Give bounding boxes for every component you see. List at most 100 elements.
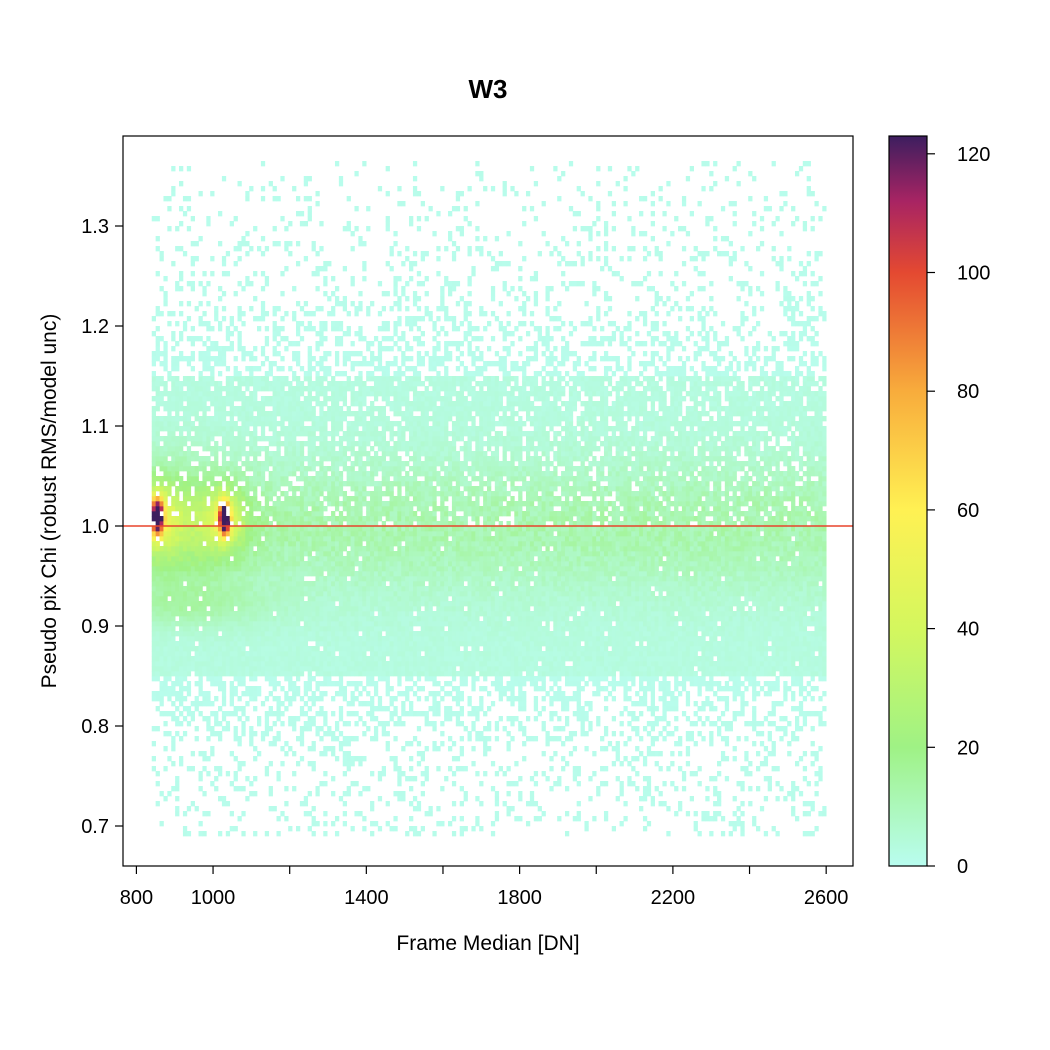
heatmap-cell [272,661,277,667]
heatmap-cell [327,666,332,672]
heatmap-cell [295,601,301,607]
heatmap-cell [198,336,203,342]
heatmap-cell [295,716,301,722]
heatmap-cell [327,431,332,437]
heatmap-cell [190,646,195,652]
heatmap-cell [167,516,172,522]
heatmap-cell [354,611,359,617]
heatmap-cell [362,266,367,272]
heatmap-cell [327,601,332,607]
heatmap-cell [159,616,164,622]
heatmap-cell [354,556,359,562]
heatmap-cell [358,561,363,567]
heatmap-cell [381,641,386,647]
heatmap-cell [366,641,371,647]
heatmap-cell [377,586,383,592]
heatmap-cell [307,651,312,657]
heatmap-cell [303,541,309,547]
heatmap-cell [358,566,363,572]
heatmap-cell [342,791,348,797]
heatmap-cell [323,431,328,437]
heatmap-cell [331,596,336,602]
heatmap-cell [268,536,273,542]
heatmap-cell [237,411,242,417]
heatmap-cell [385,516,390,522]
heatmap-cell [198,651,203,657]
heatmap-cell [253,471,258,477]
heatmap-cell [225,576,231,582]
heatmap-cell [190,501,195,507]
heatmap-cell [233,536,238,542]
heatmap-cell [397,306,402,312]
heatmap-cell [276,511,281,517]
heatmap-cell [210,631,215,637]
heatmap-cell [358,526,363,532]
heatmap-cell [233,686,238,692]
heatmap-cell [171,746,176,752]
heatmap-cell [175,551,180,557]
heatmap-cell [190,601,195,607]
heatmap-cell [338,546,344,552]
heatmap-cell [241,596,246,602]
heatmap-cell [272,601,277,607]
heatmap-cell [253,521,258,527]
heatmap-cell [412,396,418,402]
heatmap-cell [155,306,160,312]
heatmap-cell [292,371,297,377]
heatmap-cell [299,736,305,742]
heatmap-cell [397,321,402,327]
heatmap-cell [358,391,363,397]
heatmap-cell [186,626,192,632]
heatmap-cell [225,556,231,562]
heatmap-cell [377,721,383,727]
heatmap-cell [338,741,344,747]
heatmap-cell [370,446,375,452]
heatmap-cell [245,381,250,387]
heatmap-cell [409,786,414,792]
heatmap-cell [151,651,156,657]
heatmap-cell [350,411,355,417]
heatmap-cell [346,356,351,362]
heatmap-cell [307,666,312,672]
heatmap-cell [210,426,215,432]
heatmap-cell [284,336,289,342]
heatmap-cell [342,601,348,607]
heatmap-cell [319,596,324,602]
heatmap-cell [182,586,188,592]
heatmap-cell [416,561,422,567]
heatmap-cell [171,611,176,617]
heatmap-cell [377,601,383,607]
heatmap-cell [409,631,414,637]
heatmap-cell [412,571,418,577]
heatmap-cell [198,671,203,677]
heatmap-cell [249,736,254,742]
heatmap-cell [241,646,246,652]
heatmap-cell [307,606,312,612]
heatmap-cell [303,631,309,637]
heatmap-cell [373,486,379,492]
heatmap-cell [202,831,207,837]
heatmap-cell [393,556,398,562]
heatmap-cell [401,711,406,717]
heatmap-cell [338,691,344,697]
heatmap-cell [237,381,242,387]
heatmap-cell [323,371,328,377]
heatmap-cell [397,421,402,427]
heatmap-cell [412,831,418,837]
heatmap-cell [229,576,234,582]
heatmap-cell [272,646,277,652]
heatmap-cell [311,646,316,652]
heatmap-cell [194,576,199,582]
heatmap-cell [280,406,285,412]
heatmap-cell [225,326,231,332]
heatmap-cell [331,641,336,647]
heatmap-cell [179,611,184,617]
heatmap-cell [257,461,262,467]
heatmap-cell [206,611,211,617]
heatmap-cell [358,371,363,377]
heatmap-cell [237,416,242,422]
heatmap-cell [253,586,258,592]
heatmap-cell [182,556,188,562]
heatmap-cell [334,491,340,497]
heatmap-cell [206,361,211,367]
